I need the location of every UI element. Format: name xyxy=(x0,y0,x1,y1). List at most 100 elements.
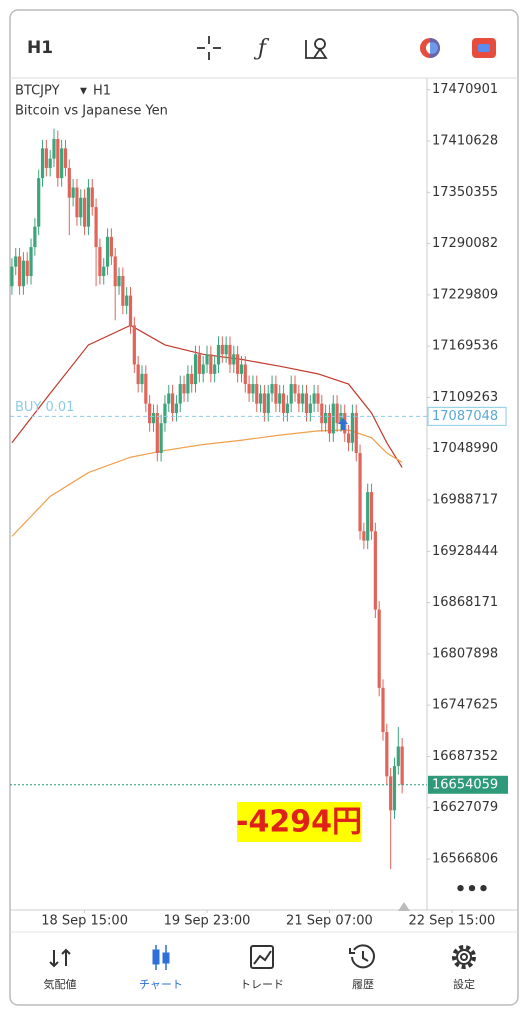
annotation-box xyxy=(237,802,361,842)
objects-icon[interactable] xyxy=(305,38,328,59)
candle-body xyxy=(105,236,110,267)
nav-label[interactable]: 設定 xyxy=(453,977,475,991)
candle-body xyxy=(144,373,148,404)
order-label: BUY 0.01 xyxy=(15,400,74,415)
candle-body xyxy=(170,393,175,413)
nav-trade-icon[interactable] xyxy=(250,945,274,969)
candle-body xyxy=(243,364,247,385)
more-button[interactable]: ••• xyxy=(455,879,490,900)
x-tick-label: 22 Sep 15:00 xyxy=(408,914,495,929)
candle-body xyxy=(201,364,205,374)
candle-body xyxy=(278,393,282,404)
candle-body xyxy=(178,384,182,404)
symbol-dropdown[interactable]: ▼ xyxy=(80,87,87,97)
nav-settings-icon[interactable] xyxy=(452,945,476,969)
candle-body xyxy=(335,403,339,424)
y-tick-label: 16988717 xyxy=(432,493,498,508)
candle-body xyxy=(17,256,22,287)
candle-body xyxy=(396,746,400,767)
buy-arrow xyxy=(338,418,348,430)
candle-body xyxy=(236,354,240,374)
frame xyxy=(9,9,519,1006)
candle-body xyxy=(339,412,343,424)
candle-body xyxy=(94,207,98,248)
candle-body xyxy=(190,373,194,385)
candle-body xyxy=(121,276,125,306)
candle-body xyxy=(285,403,289,413)
y-tick-label: 17229809 xyxy=(432,287,498,302)
candle-body xyxy=(205,354,209,365)
candle-body xyxy=(102,266,106,277)
candle-body xyxy=(232,354,236,365)
timeframe-button[interactable]: H1 xyxy=(27,38,53,58)
candle-body xyxy=(270,384,274,394)
candle-body xyxy=(308,403,312,413)
order-price-box xyxy=(427,406,507,426)
trade-icon[interactable] xyxy=(472,38,496,58)
candle-body xyxy=(125,295,129,306)
crosshair-icon[interactable] xyxy=(197,36,221,60)
candle-body xyxy=(392,766,397,811)
candle-body xyxy=(193,354,198,385)
candle-body xyxy=(239,364,244,374)
y-tick-label: 17290082 xyxy=(432,236,498,251)
nav-history-icon[interactable] xyxy=(349,944,375,969)
indicator-icon[interactable]: ƒ xyxy=(253,36,270,61)
candle-body xyxy=(71,187,75,198)
candle-body xyxy=(366,492,370,541)
y-tick-label: 17470901 xyxy=(432,82,498,97)
y-tick-label: 17109263 xyxy=(432,390,498,405)
y-tick-label: 17410628 xyxy=(432,134,498,149)
candle-body xyxy=(56,139,60,179)
candle-body xyxy=(151,412,156,424)
candle-body xyxy=(373,531,377,610)
candle-body xyxy=(182,384,186,394)
candle-body xyxy=(197,354,201,374)
candle-body xyxy=(109,236,113,257)
candle-body xyxy=(377,609,381,688)
nav-label[interactable]: 気配値 xyxy=(44,977,77,991)
nav-label[interactable]: トレード xyxy=(240,978,284,991)
candle-body xyxy=(98,247,102,277)
candle-body xyxy=(346,433,351,443)
candle-body xyxy=(90,187,94,208)
nav-label[interactable]: 履歴 xyxy=(352,978,374,991)
x-tick-label: 18 Sep 15:00 xyxy=(41,914,128,929)
candle-body xyxy=(132,325,136,365)
candle-body xyxy=(86,187,91,227)
candle-body xyxy=(117,276,121,287)
candle-body xyxy=(350,412,354,443)
candle-body xyxy=(174,403,179,413)
candle-body xyxy=(67,167,71,198)
candle-body xyxy=(228,344,232,365)
nav-quotes-icon[interactable] xyxy=(49,948,71,968)
nav-chart-icon[interactable] xyxy=(152,945,170,970)
candle-body xyxy=(79,197,83,218)
candle-body xyxy=(301,393,305,404)
candle-body xyxy=(389,776,393,811)
symbol: BTCJPY xyxy=(15,84,60,99)
account-icon[interactable] xyxy=(420,38,440,58)
symbol-description: Bitcoin vs Japanese Yen xyxy=(15,104,168,119)
moving-average xyxy=(11,429,403,537)
current-price-label: 16654059 xyxy=(432,777,498,792)
candle-body xyxy=(148,403,152,424)
candle-body xyxy=(369,492,374,532)
candle-body xyxy=(247,384,251,394)
y-tick-label: 16627079 xyxy=(432,800,498,815)
candle-body xyxy=(251,384,255,394)
candle-body xyxy=(216,344,221,365)
candle-body xyxy=(21,260,25,287)
y-tick-label: 16928444 xyxy=(432,544,498,559)
nav-label[interactable]: チャート xyxy=(139,978,183,991)
candle-body xyxy=(60,148,64,179)
candle-body xyxy=(293,384,297,394)
candle-body xyxy=(312,393,316,404)
y-tick-label: 17350355 xyxy=(432,185,498,200)
candle-body xyxy=(358,452,362,532)
candle-body xyxy=(140,373,144,385)
candle-body xyxy=(354,412,358,453)
candle-body xyxy=(297,393,301,404)
scroll-marker xyxy=(398,902,410,911)
candle-body xyxy=(324,412,328,424)
